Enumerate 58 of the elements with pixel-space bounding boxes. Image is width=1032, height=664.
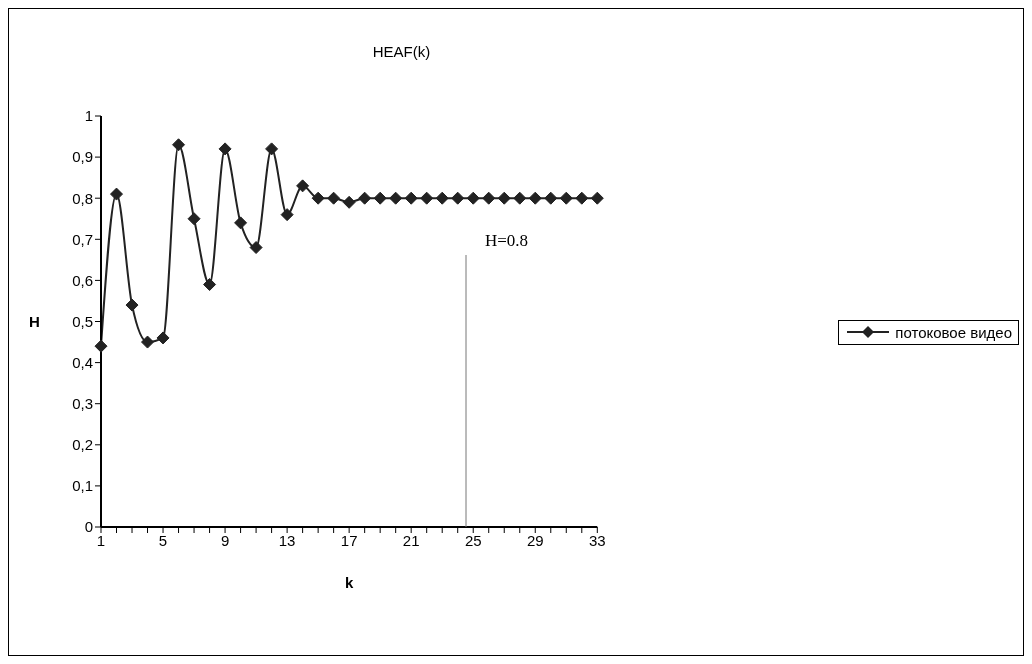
x-tick-label: 21 [402,531,420,549]
y-tick-label: 0,6 [72,271,93,289]
annotation: H=0.8 [485,231,529,251]
x-tick-label: 33 [588,531,606,549]
point [156,331,170,345]
point [125,298,139,312]
x-tick-label: 5 [158,531,168,549]
x-axis-title: k [344,573,354,591]
y-tick-label: 0,8 [72,189,93,207]
point [482,191,496,205]
chart-title: HEAF(k) [371,43,432,60]
x-tick-label: 25 [464,531,482,549]
point [327,191,341,205]
point [451,191,465,205]
point [187,212,201,226]
point [265,142,279,156]
point [342,195,356,209]
point [544,191,558,205]
y-tick-label: 0,3 [72,395,93,413]
point [404,191,418,205]
point [249,241,263,255]
y-axis-title: H [29,312,40,330]
point [218,142,232,156]
x-tick-label: 9 [220,531,230,549]
point [280,208,294,222]
point [234,216,248,230]
point [575,191,589,205]
y-tick-label: 0,4 [72,353,93,371]
y-tick-label: 0,7 [72,230,93,248]
point [590,191,604,205]
x-tick-label: 1 [96,531,106,549]
point [389,191,403,205]
y-tick-label: 0,2 [72,436,93,454]
point [141,335,155,349]
point [420,191,434,205]
point [513,191,527,205]
x-tick-label: 13 [278,531,296,549]
point [110,187,124,201]
y-tick-label: 0,5 [72,312,93,330]
point [528,191,542,205]
point [172,138,186,152]
point [559,191,573,205]
legend-label: потоковое видео [895,323,1012,341]
point [296,179,310,193]
point [94,339,108,353]
point [358,191,372,205]
x-tick-label: 17 [340,531,358,549]
point [203,278,217,292]
point [466,191,480,205]
point [435,191,449,205]
y-tick-label: 0,9 [72,148,93,166]
point [497,191,511,205]
point [373,191,387,205]
y-tick-label: 0 [84,518,93,536]
y-tick-label: 0,1 [72,477,93,495]
point [311,191,325,205]
y-tick-label: 1 [84,107,93,125]
x-tick-label: 29 [526,531,544,549]
